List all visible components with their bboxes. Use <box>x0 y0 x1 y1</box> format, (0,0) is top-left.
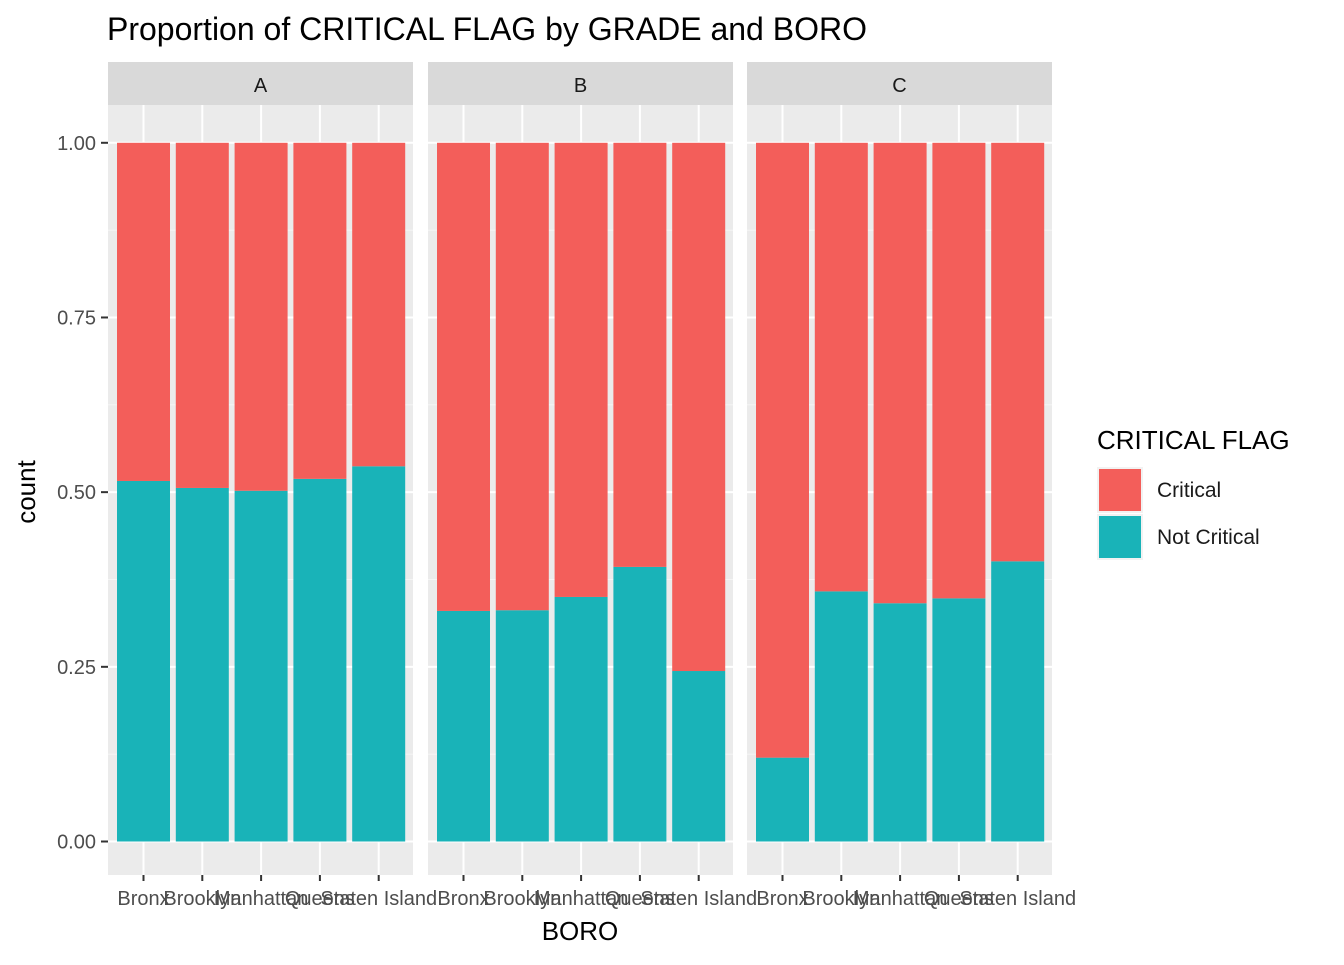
bar-not-critical <box>437 610 490 842</box>
bar-not-critical <box>991 561 1045 842</box>
bar-critical <box>437 142 490 611</box>
bar-critical <box>672 142 726 672</box>
x-tick-label: Staten Island <box>640 888 757 910</box>
x-tick-label: Bronx <box>117 888 169 910</box>
bar-not-critical <box>613 566 667 842</box>
x-tick-label: Bronx <box>437 888 489 910</box>
bar-critical <box>932 142 986 599</box>
bar-critical <box>613 142 667 567</box>
facet-strip <box>108 62 413 105</box>
x-tick-label: Brooklyn <box>163 888 241 910</box>
bar-critical <box>175 142 229 488</box>
bar-not-critical <box>352 466 406 842</box>
y-tick-label: 0.50 <box>57 482 96 504</box>
bar-not-critical <box>873 603 927 842</box>
facet-strip <box>428 62 733 105</box>
y-tick-label: 1.00 <box>57 133 96 155</box>
legend-key-swatch <box>1099 516 1141 558</box>
bar-critical <box>495 142 549 611</box>
x-tick-label: Brooklyn <box>483 888 561 910</box>
x-tick-label: Queens <box>924 888 994 910</box>
x-tick-label: Staten Island <box>320 888 437 910</box>
legend: Critical Not Critical <box>1097 467 1260 560</box>
bar-critical <box>814 142 868 592</box>
bar-critical <box>117 142 170 481</box>
bar-critical <box>873 142 927 604</box>
bar-not-critical <box>932 598 986 842</box>
x-tick-label: Queens <box>605 888 675 910</box>
bar-critical <box>293 142 347 479</box>
facet-strip-label: A <box>254 75 268 97</box>
bar-critical <box>991 142 1045 562</box>
chart-title: Proportion of CRITICAL FLAG by GRADE and… <box>107 11 867 47</box>
legend-entry-label: Critical <box>1157 479 1221 502</box>
bar-not-critical <box>175 487 229 842</box>
x-tick-label: Manhattan <box>534 888 629 910</box>
facet-strip-label: C <box>892 75 906 97</box>
bar-critical <box>554 142 608 597</box>
bar-not-critical <box>117 480 170 842</box>
bar-not-critical <box>293 478 347 842</box>
bar-critical <box>756 142 809 758</box>
bar-critical <box>352 142 406 467</box>
y-tick-label: 0.25 <box>57 657 96 679</box>
legend-entry-label: Not Critical <box>1157 526 1260 549</box>
facet-strip <box>747 62 1052 105</box>
bar-not-critical <box>554 596 608 842</box>
bar-not-critical <box>495 610 549 842</box>
facet-strip-label: B <box>574 75 587 97</box>
bar-critical <box>234 142 288 491</box>
y-axis-label: count <box>11 459 41 523</box>
x-tick-label: Queens <box>285 888 355 910</box>
x-tick-label: Staten Island <box>959 888 1076 910</box>
y-tick-label: 0.00 <box>57 832 96 854</box>
x-axis-label: BORO <box>542 916 619 946</box>
x-tick-label: Bronx <box>756 888 808 910</box>
bar-not-critical <box>234 490 288 842</box>
x-tick-label: Brooklyn <box>802 888 880 910</box>
legend-key-swatch <box>1099 469 1141 511</box>
x-tick-label: Manhattan <box>853 888 948 910</box>
x-tick-label: Manhattan <box>214 888 309 910</box>
legend-title: CRITICAL FLAG <box>1097 425 1290 455</box>
bar-not-critical <box>756 757 809 842</box>
bar-not-critical <box>814 591 868 842</box>
y-tick-label: 0.75 <box>57 307 96 329</box>
bar-not-critical <box>672 671 726 842</box>
